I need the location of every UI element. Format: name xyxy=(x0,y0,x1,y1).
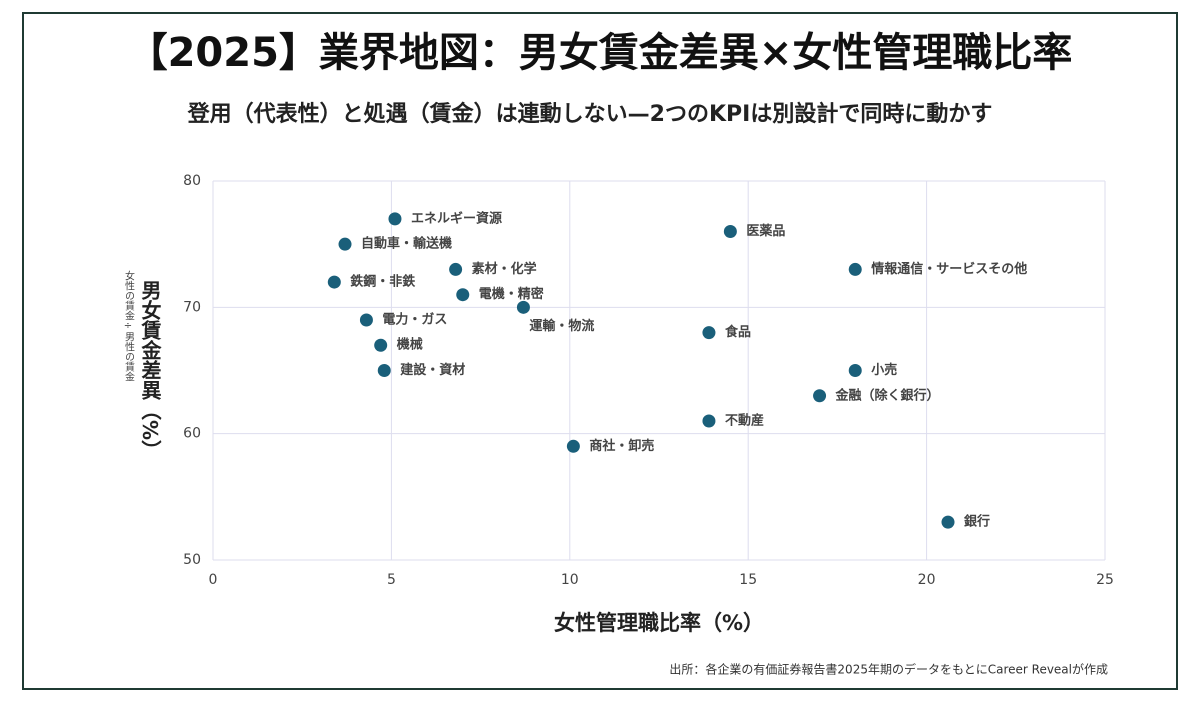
data-point xyxy=(374,338,388,352)
x-axis-label: 女性管理職比率（%） xyxy=(554,611,764,635)
data-point xyxy=(327,275,341,289)
data-point xyxy=(377,364,391,377)
point-label: 素材・化学 xyxy=(472,261,537,277)
point-label: 金融（除く銀行） xyxy=(835,387,940,403)
data-point xyxy=(813,389,827,403)
source-note: 出所：各企業の有価証券報告書2025年期のデータをもとにCareer Revea… xyxy=(669,662,1108,677)
frame xyxy=(22,12,1178,690)
point-label: 小売 xyxy=(871,362,897,378)
point-label: 電機・精密 xyxy=(479,286,544,302)
data-point xyxy=(516,300,530,314)
x-tick-label: 15 xyxy=(739,572,757,588)
data-point xyxy=(941,515,955,529)
point-label: 電力・ガス xyxy=(382,311,447,327)
data-point xyxy=(848,364,862,377)
y-axis-sublabel: 女性の賃金÷男性の賃金 xyxy=(123,269,135,381)
y-tick-label: 50 xyxy=(183,552,201,568)
data-point xyxy=(449,262,463,276)
point-label: 鉄鋼・非鉄 xyxy=(350,274,415,290)
data-point xyxy=(702,326,716,340)
data-point xyxy=(388,212,402,226)
y-tick-label: 70 xyxy=(183,299,201,315)
data-point xyxy=(702,414,716,428)
point-label: エネルギー資源 xyxy=(411,210,502,226)
x-tick-label: 25 xyxy=(1096,572,1114,588)
point-label: 食品 xyxy=(725,324,751,340)
point-label: 不動産 xyxy=(725,413,764,429)
data-point xyxy=(723,225,737,239)
data-point xyxy=(848,262,862,276)
point-label: 自動車・輸送機 xyxy=(361,236,452,252)
chart-subtitle: 登用（代表性）と処遇（賃金）は連動しない—2つのKPIは別設計で同時に動かす xyxy=(187,101,993,127)
data-point xyxy=(359,313,373,327)
x-tick-label: 20 xyxy=(918,572,936,588)
x-tick-label: 5 xyxy=(387,572,396,588)
point-label: 情報通信・サービスその他 xyxy=(871,261,1027,277)
point-label: 銀行 xyxy=(964,514,990,530)
y-tick-label: 80 xyxy=(183,173,201,189)
point-label: 建設・資材 xyxy=(400,362,465,378)
y-axis-label: 男女賃金差異（%） xyxy=(138,280,162,460)
data-point xyxy=(338,237,352,251)
point-label: 商社・卸売 xyxy=(589,438,654,454)
point-label: 運輸・物流 xyxy=(529,318,594,334)
point-label: 医薬品 xyxy=(746,223,785,239)
point-label: 機械 xyxy=(397,337,423,353)
data-point xyxy=(456,288,470,302)
y-tick-label: 60 xyxy=(183,426,201,442)
x-tick-label: 10 xyxy=(561,572,579,588)
x-tick-label: 0 xyxy=(209,572,218,588)
chart-title: 【2025】業界地図：男女賃金差異×女性管理職比率 xyxy=(128,30,1073,76)
data-point xyxy=(566,439,580,453)
